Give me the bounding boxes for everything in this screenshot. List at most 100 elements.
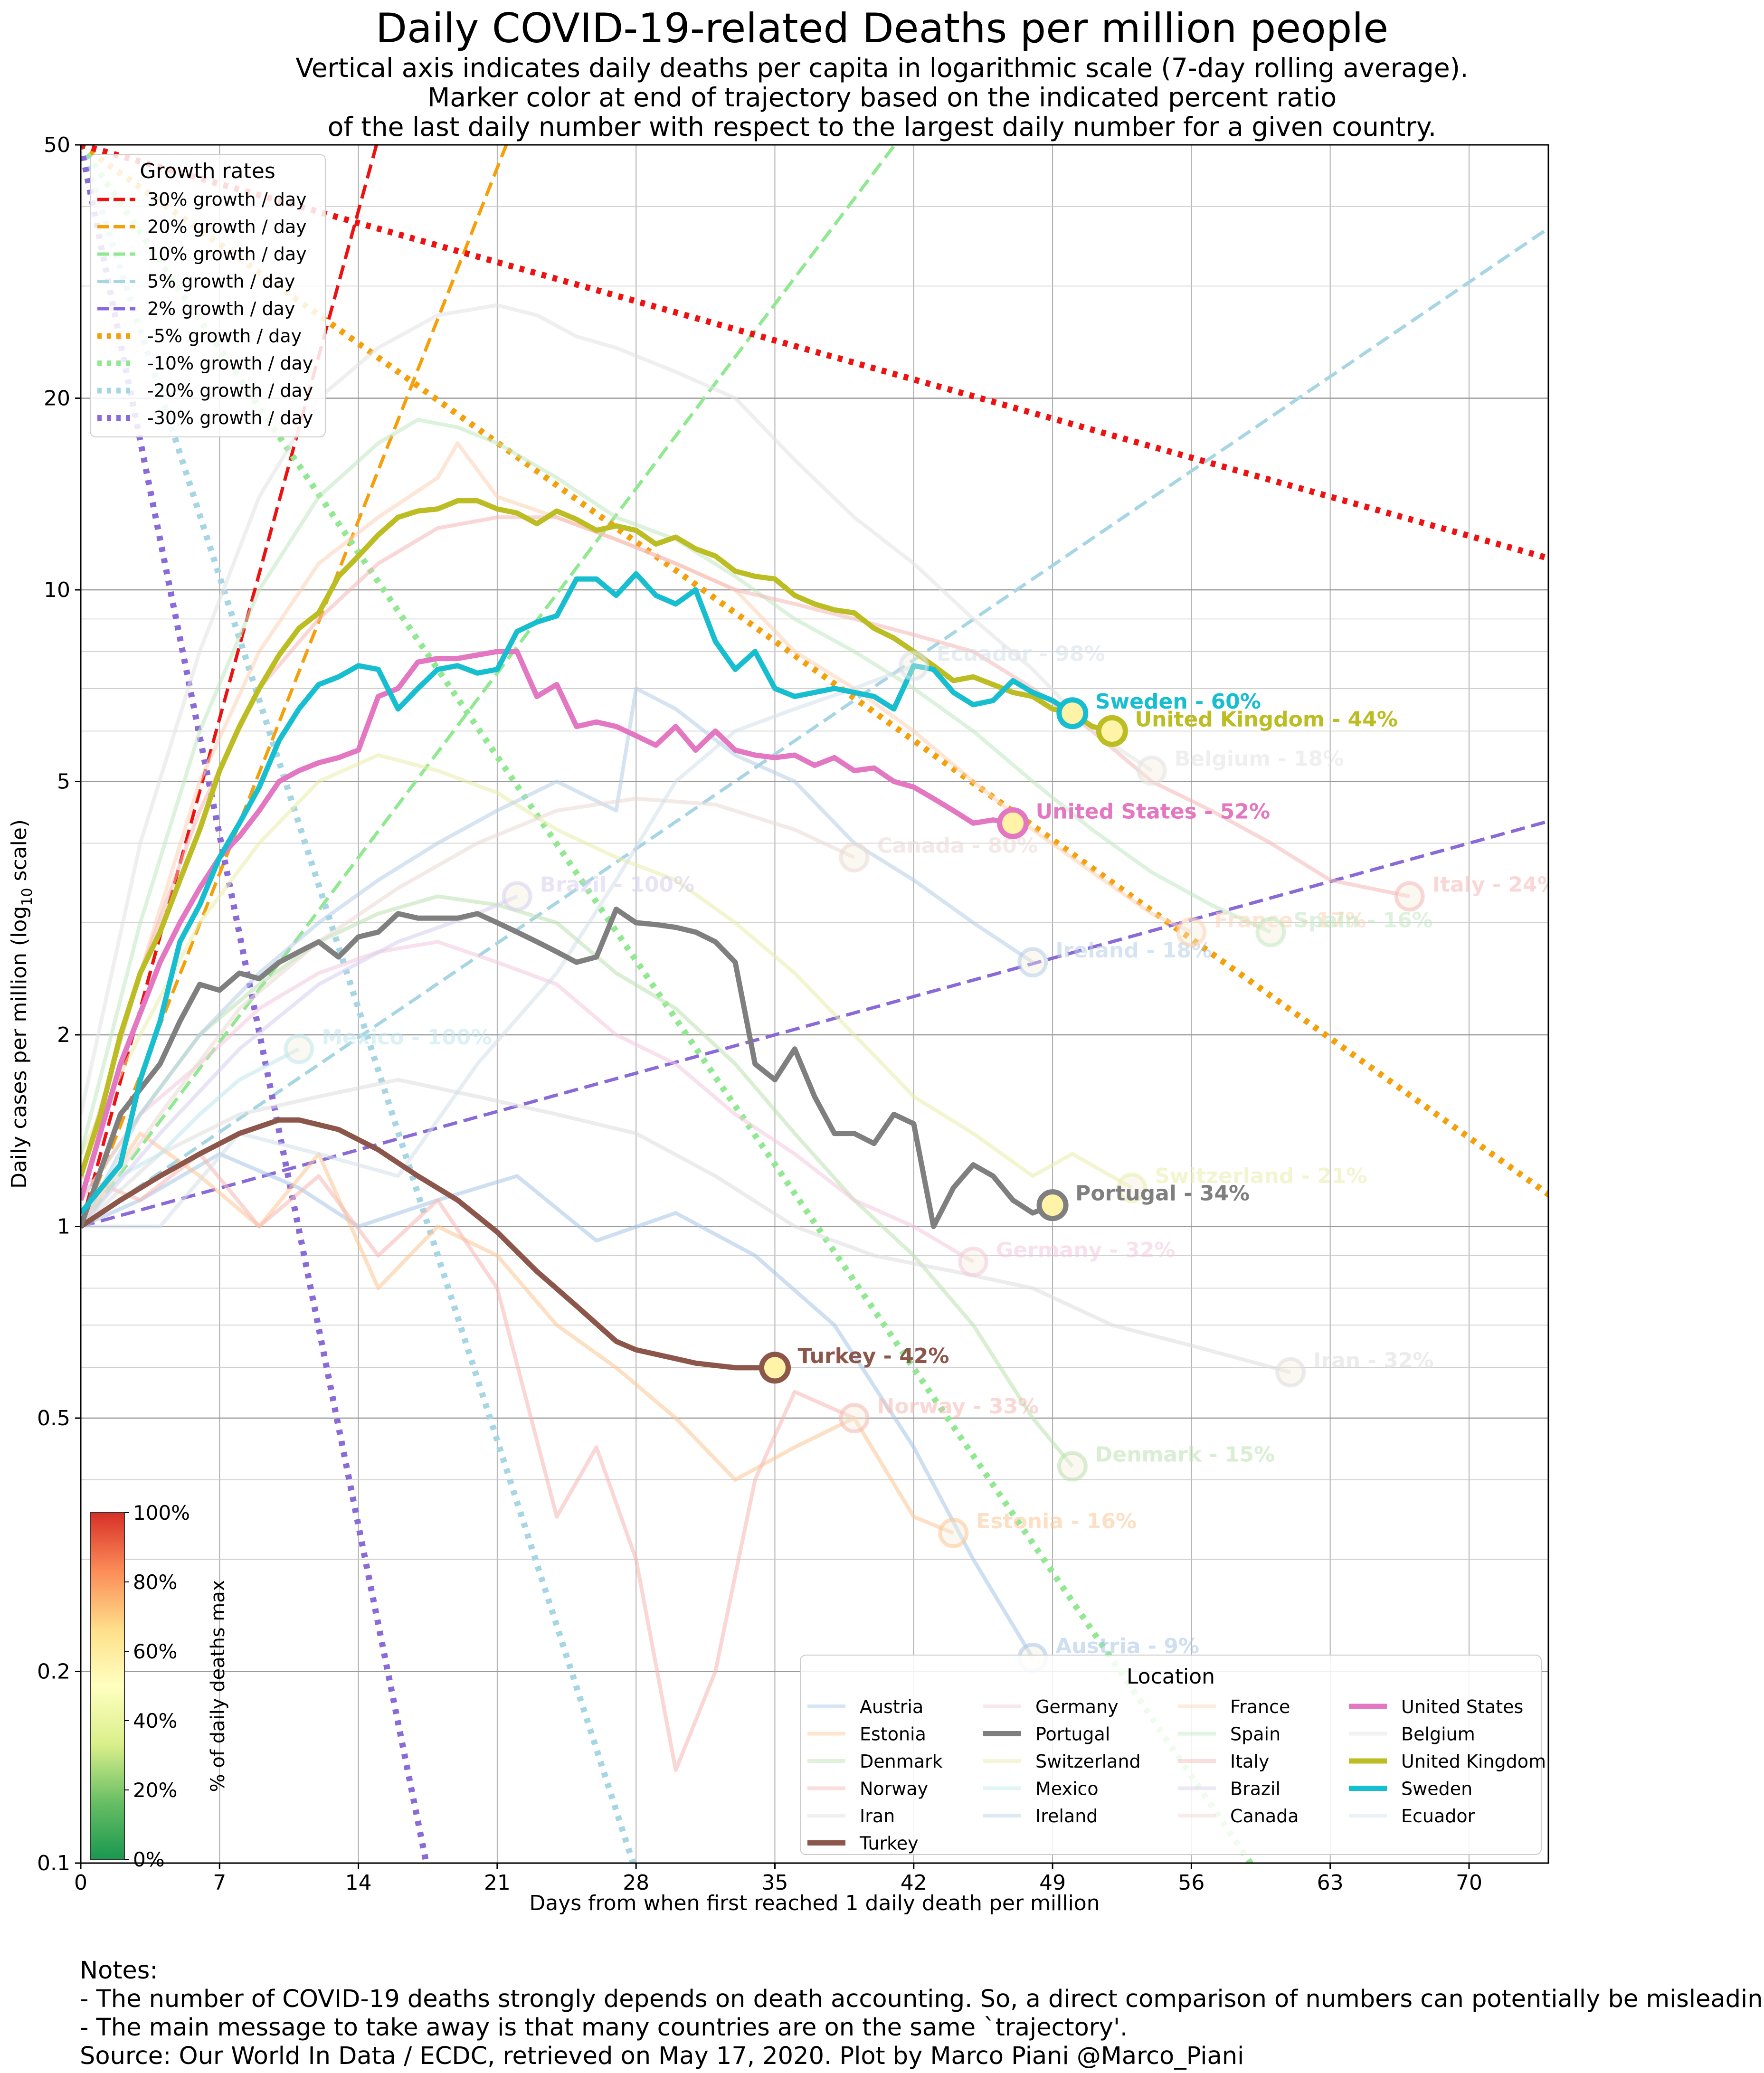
series-end-label: Iran - 32%: [1313, 1349, 1433, 1373]
end-marker: [1394, 881, 1425, 912]
series-end-label: Switzerland - 21%: [1155, 1164, 1367, 1188]
y-tick-label: 5: [57, 770, 70, 794]
end-marker: [898, 650, 929, 681]
x-axis-label: Days from when first reached 1 daily dea…: [529, 1891, 1100, 1915]
y-tick-label: 1: [57, 1214, 70, 1239]
growth-legend-label: -30% growth / day: [147, 407, 313, 428]
series-end-label: Germany - 32%: [996, 1238, 1175, 1262]
chart-subtitle: Vertical axis indicates daily deaths per…: [0, 53, 1764, 142]
location-legend-label: Belgium: [1401, 1724, 1475, 1745]
x-tick-label: 14: [345, 1871, 372, 1895]
colorbar-tick-label: 0%: [133, 1848, 165, 1871]
series-line: [81, 1117, 775, 1371]
series-end-label: Sweden - 60%: [1095, 690, 1261, 714]
growth-legend-title: Growth rates: [140, 159, 275, 183]
series-line: [81, 686, 1034, 1228]
end-marker: [1056, 697, 1089, 729]
series-line: [81, 940, 975, 1264]
location-legend-label: Estonia: [860, 1724, 926, 1745]
series-line: [81, 1152, 1034, 1659]
growth-rate-line: [81, 145, 1254, 1863]
location-legend-label: Germany: [1035, 1696, 1119, 1717]
location-legend-label: Mexico: [1035, 1779, 1099, 1799]
colorbar-tick-label: 100%: [133, 1501, 190, 1524]
series-line: [81, 753, 1133, 1190]
end-marker: [1136, 755, 1167, 786]
growth-legend-label: 20% growth / day: [147, 217, 307, 237]
end-marker: [1117, 1173, 1148, 1203]
y-axis-label: Daily cases per million (log10 scale): [7, 819, 36, 1189]
growth-legend-label: -5% growth / day: [147, 326, 302, 347]
series-end-label: Mexico - 100%: [322, 1025, 492, 1050]
end-marker: [284, 1033, 314, 1064]
location-legend-label: United Kingdom: [1401, 1751, 1546, 1772]
series-line: [81, 649, 1014, 1201]
series-end-label: France - 17%: [1214, 909, 1366, 933]
notes-line: Notes:: [80, 1957, 158, 1985]
plot-frame: [80, 144, 1549, 1864]
x-tick-label: 35: [761, 1871, 788, 1895]
notes-block: Notes: - The number of COVID-19 deaths s…: [80, 1957, 1764, 2071]
end-marker: [958, 1246, 989, 1277]
colorbar-tick-label: 40%: [133, 1709, 177, 1732]
x-tick-label: 28: [623, 1871, 649, 1895]
series-end-label: Italy - 24%: [1432, 872, 1558, 897]
location-legend-label: Spain: [1230, 1724, 1280, 1745]
location-legend-label: Denmark: [860, 1751, 943, 1772]
end-marker: [1017, 947, 1048, 978]
colorbar-label: % of daily deaths max: [207, 1580, 229, 1792]
series-end-label: Norway - 33%: [877, 1394, 1039, 1419]
growth-rate-line: [81, 145, 508, 1227]
series-line: [81, 1152, 855, 1772]
location-legend-title: Location: [1127, 1665, 1215, 1689]
location-legend-label: Portugal: [1035, 1724, 1110, 1745]
series-end-label: Turkey - 42%: [797, 1344, 949, 1368]
location-legend-label: Iran: [860, 1806, 895, 1827]
series-end-label: Belgium - 18%: [1175, 747, 1344, 771]
x-tick-label: 70: [1456, 1871, 1482, 1895]
location-legend-label: Ireland: [1035, 1806, 1098, 1827]
x-tick-label: 21: [484, 1871, 511, 1895]
x-tick-label: 7: [213, 1871, 226, 1895]
y-tick-label: 0.2: [37, 1659, 70, 1684]
series-line: [81, 498, 1113, 1177]
notes-line: Source: Our World In Data / ECDC, retrie…: [80, 2042, 1244, 2070]
location-legend-label: Sweden: [1401, 1779, 1472, 1799]
y-tick-label: 0.1: [37, 1851, 70, 1875]
growth-rate-line: [81, 226, 1548, 1228]
x-tick-label: 56: [1178, 1871, 1204, 1895]
growth-legend-label: 10% growth / day: [147, 244, 307, 265]
series-end-label: Portugal - 34%: [1075, 1182, 1250, 1206]
highlighted-series-lines: [81, 498, 1113, 1371]
growth-legend-box: [90, 154, 326, 437]
growth-rate-line: [81, 145, 1548, 1198]
series-line: [81, 1131, 954, 1535]
subtitle-line: of the last daily number with respect to…: [327, 112, 1437, 142]
series-line: [81, 796, 855, 1228]
axis-ticks: 0 7 14 21 28 35 42 49 56 63 70 0.1 0.2 0.5 1 2 5 10 20 50: [37, 133, 1482, 1895]
series-line: [81, 907, 1054, 1229]
location-legend-label: Turkey: [859, 1833, 919, 1854]
growth-legend-label: 5% growth / day: [147, 271, 295, 292]
end-marker: [1057, 1451, 1088, 1482]
colorbar-tick-label: 60%: [133, 1640, 177, 1663]
series-end-label: Estonia - 16%: [976, 1509, 1137, 1533]
end-marker: [1255, 917, 1286, 947]
colorbar-tick-label: 20%: [133, 1779, 177, 1802]
end-marker: [1176, 917, 1207, 947]
y-tick-label: 20: [44, 386, 70, 410]
x-tick-label: 42: [901, 1871, 927, 1895]
end-marker: [759, 1352, 791, 1384]
series-line: [81, 515, 1410, 1177]
colorbar-tick-label: 80%: [133, 1571, 177, 1594]
series-end-label: Brazil - 100%: [540, 872, 695, 897]
growth-legend-label: 2% growth / day: [147, 298, 295, 319]
end-marker: [839, 1403, 870, 1434]
location-legend-label: France: [1230, 1696, 1290, 1717]
faded-series-lines: [81, 303, 1410, 1772]
series-end-label: Spain - 16%: [1293, 909, 1433, 933]
y-tick-label: 10: [44, 578, 70, 602]
series-end-label: United States - 52%: [1036, 799, 1271, 824]
end-markers: Austria - 9% Estonia - 16% Denmark - 15% No…: [284, 642, 1558, 1674]
